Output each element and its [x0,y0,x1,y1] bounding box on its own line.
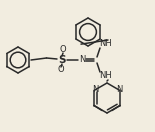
Text: N: N [116,85,122,94]
Text: NH: NH [99,72,111,81]
Text: N: N [92,85,98,94]
Text: N: N [79,55,85,65]
Text: NH: NH [99,39,111,48]
Text: O: O [60,46,66,55]
Text: O: O [58,65,64,74]
Text: S: S [58,55,66,65]
